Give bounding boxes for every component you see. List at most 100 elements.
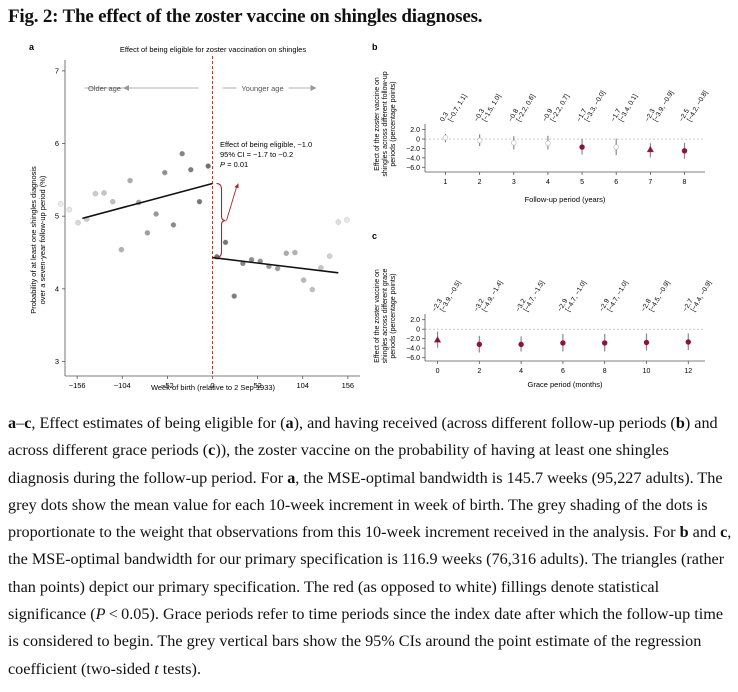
- panel-c-plot: 2.00−2.0−4.0−6.00−2.3[−3.9, −0.5]2−3.2[−…: [406, 280, 713, 375]
- estimate-point: [518, 341, 524, 348]
- panel-b: b 2.00−2.0−4.0−6.010.3[−0.7, 1.1]2−0.3[−…: [372, 42, 709, 204]
- estimate-point: [476, 341, 483, 348]
- estimate-point: [681, 148, 688, 154]
- older-age-arrowhead: [123, 85, 129, 91]
- bin-mean-point: [161, 169, 168, 176]
- panel-a-y-axis-label-line1: Probability of at least one shingles dia…: [29, 166, 38, 314]
- figure-caption: a–c, Effect estimates of being eligible …: [8, 410, 734, 683]
- panel-c-y-axis-label-line2: shingles across different grace: [382, 268, 389, 363]
- panel-b-y-axis-label-line2: shingles across different follow-up: [382, 71, 389, 176]
- annotation-ci-line: 95% CI = −1.7 to −0.2: [220, 150, 293, 159]
- caption-panel-ref: a: [287, 468, 296, 487]
- ci-label: [−4.4, −0.9]: [690, 280, 713, 313]
- ci-label: [−4.9, −1.4]: [481, 280, 504, 313]
- x-tick-label: 7: [648, 179, 652, 186]
- bin-mean-point: [274, 265, 281, 272]
- ci-label: [−3.4, 0.1]: [618, 93, 639, 123]
- y-tick-label: −2.0: [406, 336, 420, 343]
- ci-label: [−2.2, 0.6]: [515, 93, 536, 123]
- ci-label: [−1.5, 1.0]: [481, 93, 502, 123]
- y-tick-label: 5: [55, 212, 59, 221]
- y-tick-label: 0: [416, 327, 420, 334]
- panel-a-points: [57, 150, 350, 299]
- bin-mean-point: [292, 249, 298, 256]
- panel-a-annotation: Effect of being eligible, −1.0 95% CI = …: [220, 140, 312, 169]
- estimate-label: 0.3: [439, 111, 450, 123]
- x-tick-label: 4: [546, 179, 550, 186]
- figure-title: Fig. 2: The effect of the zoster vaccine…: [8, 6, 483, 27]
- ci-label: [−2.2, 0.7]: [550, 93, 571, 123]
- estimate-point: [685, 339, 691, 345]
- y-tick-label: −4.0: [406, 155, 420, 162]
- discontinuity-brace: [216, 182, 226, 259]
- panel-c-y-axis-label-line1: Effect of the zoster vaccine on: [374, 269, 381, 363]
- bin-mean-point: [118, 246, 125, 253]
- y-tick-label: −6.0: [406, 355, 420, 362]
- caption-text: , Effect estimates of being eligible for…: [31, 414, 286, 432]
- x-tick-label: 8: [603, 368, 607, 375]
- ci-label: [−4.7, −1.5]: [523, 280, 546, 313]
- y-tick-label: 4: [55, 284, 59, 293]
- x-tick-label: 4: [519, 368, 523, 375]
- caption-text: )), the zoster vaccine on the probabilit…: [8, 441, 669, 487]
- annotation-arrow-line: [226, 186, 237, 221]
- caption-panel-ref: c: [208, 441, 216, 460]
- bin-mean-point: [66, 206, 73, 213]
- x-tick-label: 52: [253, 381, 261, 390]
- estimate-point: [511, 140, 517, 146]
- y-tick-label: −2.0: [406, 146, 420, 153]
- estimate-point: [545, 140, 551, 146]
- y-tick-label: 2.0: [410, 127, 420, 134]
- x-tick-label: 12: [684, 368, 692, 375]
- estimate-triangle: [646, 146, 654, 153]
- x-tick-label: 156: [342, 381, 355, 390]
- panel-b-y-axis-label-line3: periods (percentage points): [390, 81, 397, 166]
- bin-mean-point: [283, 250, 290, 257]
- x-tick-label: 0: [436, 368, 440, 375]
- bin-mean-point: [344, 217, 350, 223]
- x-tick-label: −104: [114, 381, 131, 390]
- ci-label: [−3.9, −0.9]: [652, 90, 675, 123]
- bin-mean-point: [127, 177, 133, 184]
- estimate-point: [613, 144, 619, 150]
- caption-text: < 0.05). Grace periods refer to time per…: [8, 605, 724, 678]
- region-label-older: Older age: [88, 84, 121, 93]
- caption-text: ), and having received (across different…: [293, 414, 676, 432]
- ci-label: [−4.7, −1.0]: [606, 280, 629, 313]
- panel-c-y-axis-label-line3: periods (percentage points): [390, 273, 397, 358]
- fit-line-left: [82, 182, 213, 220]
- caption-panel-ref: b: [679, 523, 689, 542]
- ci-label: [−4.5, −0.9]: [648, 280, 671, 313]
- y-tick-label: 3: [55, 357, 59, 366]
- y-tick-label: 0: [416, 137, 420, 144]
- annotation-p-line: P = 0.01: [220, 160, 248, 169]
- y-tick-label: 2.0: [410, 317, 420, 324]
- x-tick-label: 2: [478, 179, 482, 186]
- bin-mean-point: [153, 211, 159, 217]
- estimate-point: [602, 340, 608, 346]
- bin-mean-point: [318, 264, 324, 271]
- x-tick-label: 5: [580, 179, 584, 186]
- caption-panel-ref: a: [285, 414, 294, 432]
- panel-b-label: b: [372, 42, 378, 52]
- caption-text: , the MSE-optimal bandwidth for our prim…: [8, 523, 732, 624]
- caption-text: tests).: [158, 659, 201, 678]
- x-tick-label: 6: [614, 179, 618, 186]
- figure-panels: a Effect of being eligible for zoster va…: [29, 42, 713, 392]
- estimate-point: [643, 339, 650, 346]
- bin-mean-point: [109, 198, 116, 205]
- caption-italic: P: [95, 605, 106, 624]
- panel-a-fit-lines: [82, 182, 339, 274]
- bin-mean-point: [196, 198, 203, 205]
- ci-label: [−3.3, −0.0]: [584, 90, 607, 123]
- ci-label: [−4.2, −0.8]: [686, 90, 709, 123]
- panel-a-axes: 3 4 5 6 7 −156 −104 −52 0 52 104 156 Older age Younge…: [55, 56, 360, 390]
- bin-mean-point: [179, 150, 185, 157]
- bin-mean-point: [57, 201, 64, 207]
- caption-panel-ref: a: [8, 414, 17, 432]
- x-tick-label: 6: [561, 368, 565, 375]
- y-tick-label: 6: [55, 139, 59, 148]
- bin-mean-point: [300, 277, 307, 283]
- estimate-point: [560, 340, 566, 346]
- y-tick-label: −6.0: [406, 165, 420, 172]
